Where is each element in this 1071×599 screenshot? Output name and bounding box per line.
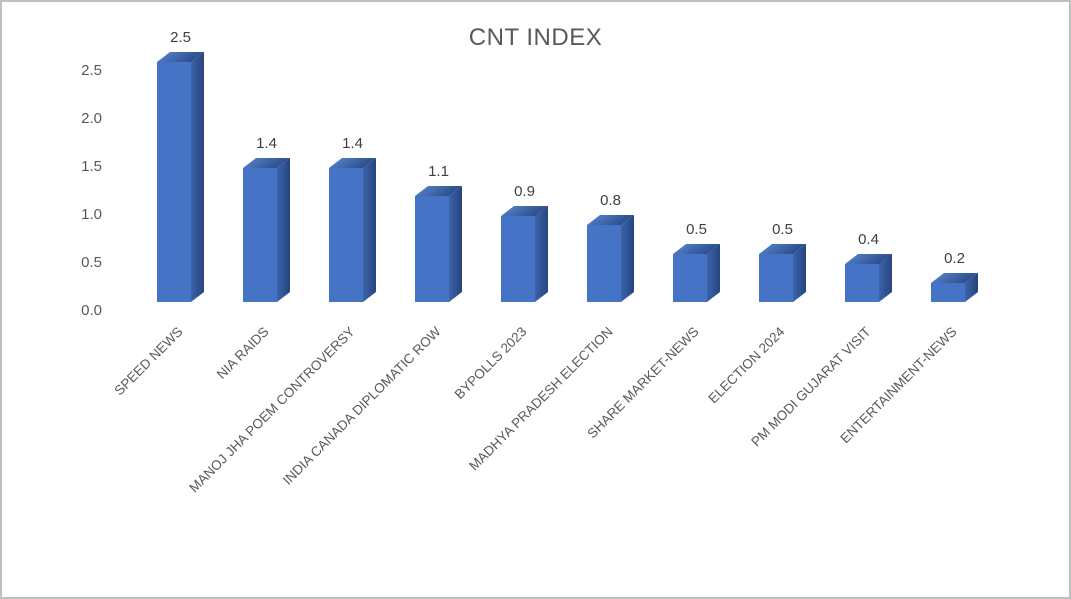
- bar-value-label: 0.9: [514, 183, 535, 200]
- bar-front-face: [759, 254, 793, 302]
- bar-column: [845, 253, 892, 302]
- bar-value-label: 0.2: [944, 250, 965, 267]
- y-axis-tick-label: 2.0: [81, 110, 102, 127]
- bar-side-face: [191, 51, 204, 303]
- bar-column: [587, 214, 634, 302]
- bar-column: [673, 243, 720, 302]
- bar-side-face: [793, 243, 806, 302]
- bar-front-face: [845, 264, 879, 302]
- bar-front-face: [415, 196, 449, 302]
- bar-front-face: [243, 168, 277, 302]
- y-axis-tick-label: 1.0: [81, 206, 102, 223]
- bar-column: [329, 157, 376, 302]
- bar-side-face: [707, 243, 720, 302]
- bar-column: [759, 243, 806, 302]
- bar-front-face: [501, 216, 535, 302]
- bar-front-face: [329, 168, 363, 302]
- bar-value-label: 1.1: [428, 163, 449, 180]
- y-axis-tick-label: 0.5: [81, 254, 102, 271]
- y-axis-tick-label: 0.0: [81, 302, 102, 319]
- bar-column: [931, 272, 978, 302]
- bar-value-label: 1.4: [342, 135, 363, 152]
- bar-side-face: [449, 185, 462, 302]
- y-axis-tick-label: 2.5: [81, 62, 102, 79]
- bar-value-label: 0.4: [858, 231, 879, 248]
- bar-value-label: 0.8: [600, 192, 621, 209]
- bar-value-label: 0.5: [686, 221, 707, 238]
- bar-side-face: [535, 205, 548, 302]
- bar-column: [501, 205, 548, 302]
- bar-column: [415, 185, 462, 302]
- bar-value-label: 1.4: [256, 135, 277, 152]
- y-axis-tick-label: 1.5: [81, 158, 102, 175]
- bar-side-face: [277, 157, 290, 302]
- bar-side-face: [363, 157, 376, 302]
- bar-value-label: 0.5: [772, 221, 793, 238]
- bar-column: [157, 51, 204, 303]
- bar-front-face: [157, 62, 191, 302]
- bar-front-face: [931, 283, 965, 302]
- bar-value-label: 2.5: [170, 29, 191, 46]
- chart-title: CNT INDEX: [468, 24, 603, 51]
- bar-side-face: [621, 214, 634, 302]
- bar-column: [243, 157, 290, 302]
- category-label: ENTERTAINMENT-NEWS: [837, 324, 960, 447]
- bar-front-face: [587, 225, 621, 302]
- bar-front-face: [673, 254, 707, 302]
